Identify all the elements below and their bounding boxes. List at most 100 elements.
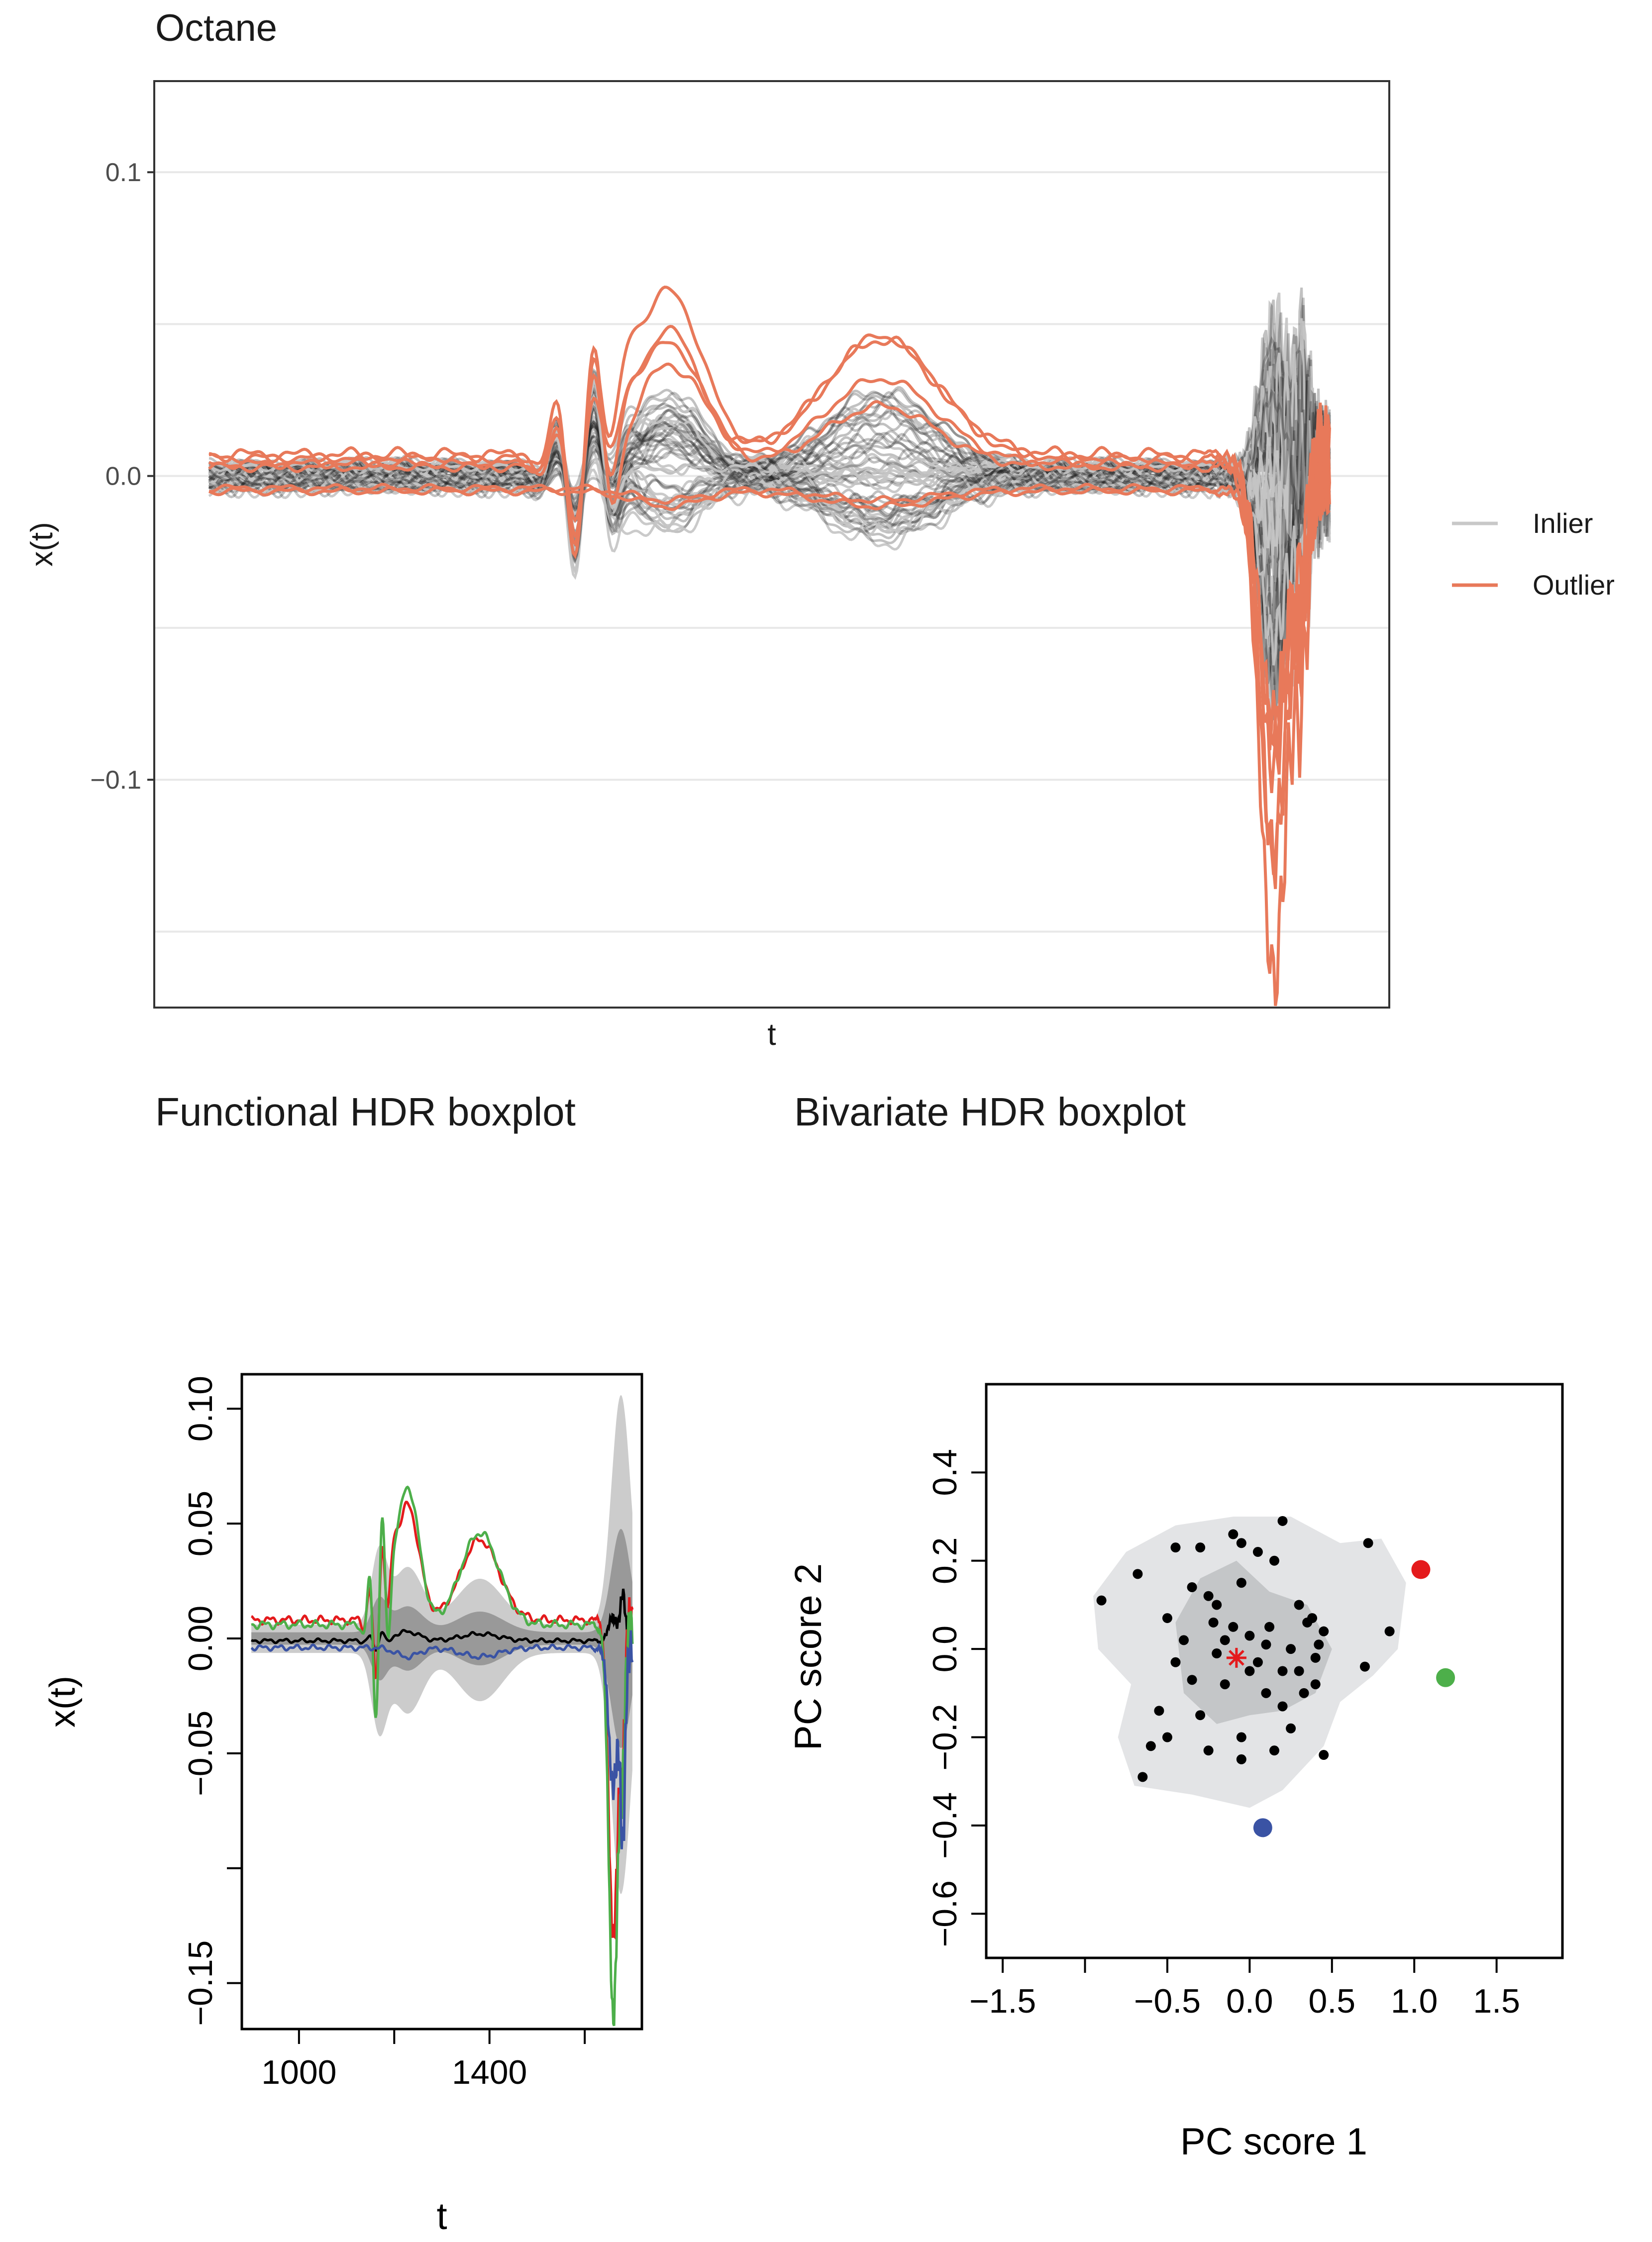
bivariate-hdr-title: Bivariate HDR boxplot: [794, 1090, 1186, 1134]
data-point: [1384, 1626, 1395, 1636]
bivariate-x-axis-title: PC score 1: [1180, 2121, 1367, 2163]
inlier-curve: [208, 346, 1331, 510]
inlier-curve: [208, 415, 1331, 708]
data-point: [1154, 1706, 1164, 1716]
x-tick-label: 0.0: [1226, 1982, 1273, 2020]
x-tick-label: −1.5: [969, 1982, 1036, 2020]
outlier-point: [1436, 1668, 1455, 1687]
x-tick-label: 0.5: [1309, 1982, 1356, 2020]
data-point: [1307, 1613, 1318, 1624]
bivariate-y-axis-title: PC score 2: [787, 1563, 829, 1750]
data-point: [1269, 1555, 1279, 1566]
data-point: [1319, 1626, 1329, 1636]
y-tick-label: 0.10: [182, 1376, 219, 1441]
y-tick-label: −0.15: [182, 1940, 219, 2026]
legend-label-inlier: Inlier: [1533, 508, 1593, 539]
y-tick-label: 0.0: [926, 1626, 964, 1673]
inlier-curve: [208, 461, 1331, 704]
top-plot-panel: 0.1 0.0 −0.1: [90, 80, 1390, 1009]
top-legend: Inlier Outlier: [1452, 508, 1615, 601]
data-point: [1277, 1516, 1288, 1526]
data-point: [1187, 1582, 1197, 1592]
inlier-curve: [208, 380, 1331, 651]
data-point: [1277, 1701, 1288, 1712]
data-point: [1261, 1639, 1271, 1650]
outlier-curve: [208, 466, 1331, 749]
outlier-curve: [208, 335, 1331, 889]
functional-hdr-title: Functional HDR boxplot: [155, 1090, 576, 1134]
data-point: [1195, 1542, 1206, 1553]
data-point: [1252, 1547, 1263, 1557]
outlier-curve-blue: [250, 1630, 634, 1849]
x-tick-label: 1.5: [1473, 1982, 1520, 2020]
data-point: [1261, 1688, 1271, 1698]
legend-label-outlier: Outlier: [1533, 569, 1615, 601]
y-tick-label: −0.6: [926, 1880, 964, 1947]
x-tick-label: 1.0: [1391, 1982, 1438, 2020]
data-point: [1228, 1622, 1239, 1632]
y-tick-label: −0.2: [926, 1704, 964, 1770]
data-point: [1220, 1635, 1230, 1645]
inlier-curve: [208, 299, 1331, 533]
data-point: [1286, 1723, 1296, 1733]
functional-hdr-boxplot: 1000 1400 0.10 0.05 0.00 −0.05 −0.15: [182, 1373, 643, 2091]
bivariate-hdr-boxplot: −1.5 −0.5 0.0 0.5 1.0 1.5 −0.6 −0.4 −0.2 0.0 0.2 0.…: [926, 1383, 1564, 2020]
y-tick-label: 0.05: [182, 1491, 219, 1556]
functional-x-axis-title: t: [436, 2195, 447, 2238]
top-x-axis-title: t: [767, 1018, 776, 1052]
data-point: [1145, 1741, 1156, 1751]
data-point: [1236, 1538, 1246, 1548]
data-point: [1314, 1639, 1324, 1650]
data-point: [1179, 1635, 1189, 1645]
data-point: [1203, 1591, 1214, 1601]
data-point: [1208, 1617, 1219, 1628]
data-point: [1269, 1745, 1279, 1756]
data-point: [1264, 1622, 1275, 1632]
data-point: [1137, 1772, 1148, 1782]
y-tick-label: 0.0: [105, 462, 141, 491]
functional-y-axis-title: x(t): [43, 1676, 83, 1728]
outlier-curve: [208, 286, 1331, 758]
data-point: [1170, 1542, 1181, 1553]
data-point: [1294, 1600, 1304, 1610]
y-tick-label: −0.1: [90, 766, 141, 795]
data-point: [1277, 1666, 1288, 1676]
data-point: [1294, 1666, 1304, 1676]
outlier-curve: [208, 324, 1331, 794]
data-point: [1220, 1679, 1230, 1690]
x-tick-label: 1000: [261, 2053, 336, 2091]
outlier-curve-green: [251, 1485, 634, 2027]
data-point: [1162, 1613, 1172, 1624]
x-tick-label: −0.5: [1134, 1982, 1201, 2020]
data-point: [1299, 1688, 1309, 1698]
data-point: [1187, 1675, 1197, 1685]
mode-marker: [1228, 1649, 1244, 1666]
y-tick-label: 0.2: [926, 1537, 964, 1585]
data-point: [1162, 1732, 1172, 1742]
data-point: [1195, 1710, 1206, 1721]
data-point: [1228, 1529, 1239, 1539]
data-point: [1319, 1750, 1329, 1760]
data-point: [1096, 1595, 1107, 1606]
data-point: [1359, 1661, 1370, 1672]
data-point: [1203, 1745, 1214, 1756]
data-point: [1170, 1657, 1181, 1667]
outlier-curve-red: [251, 1501, 634, 1940]
data-point: [1244, 1631, 1255, 1641]
inlier-curve: [208, 415, 1331, 653]
y-tick-label: 0.1: [105, 158, 141, 187]
data-point: [1236, 1578, 1246, 1588]
mode-curve: [250, 1588, 634, 1652]
inlier-curve: [208, 364, 1331, 536]
data-point: [1236, 1732, 1246, 1742]
data-point: [1286, 1644, 1296, 1654]
functional-panel-border: [240, 1373, 643, 2031]
outlier-point: [1411, 1560, 1431, 1579]
y-tick-label: −0.4: [926, 1792, 964, 1859]
data-point: [1244, 1666, 1255, 1676]
y-tick-label: 0.00: [182, 1606, 219, 1671]
data-point: [1310, 1652, 1321, 1663]
top-panel-background: [154, 81, 1389, 1008]
data-point: [1212, 1600, 1222, 1610]
